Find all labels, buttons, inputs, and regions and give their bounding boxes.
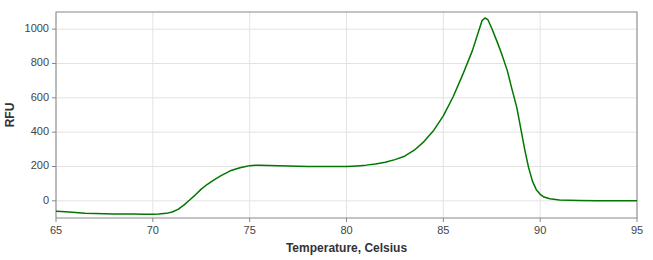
tick-label: 200 bbox=[31, 159, 49, 171]
tick-label: 0 bbox=[43, 194, 49, 206]
grid bbox=[56, 12, 637, 218]
grid-line bbox=[152, 12, 153, 218]
tick-label: 85 bbox=[437, 224, 449, 236]
data bbox=[56, 18, 637, 214]
tick-label: 70 bbox=[147, 224, 159, 236]
tick-label: 75 bbox=[244, 224, 256, 236]
tick-mark bbox=[637, 218, 638, 222]
grid-line bbox=[346, 12, 347, 218]
tick-label: 800 bbox=[31, 56, 49, 68]
grid-line bbox=[540, 12, 541, 218]
plot-frame bbox=[56, 12, 637, 218]
tick-mark bbox=[52, 200, 56, 201]
tick-mark bbox=[152, 218, 153, 222]
tick-mark bbox=[443, 218, 444, 222]
grid-line bbox=[249, 12, 250, 218]
tick-mark bbox=[52, 29, 56, 30]
tick-label: 90 bbox=[534, 224, 546, 236]
tick-mark bbox=[52, 97, 56, 98]
tick-label: 1000 bbox=[25, 22, 49, 34]
tick-label: 65 bbox=[50, 224, 62, 236]
tick-mark bbox=[52, 132, 56, 133]
x-axis-label: Temperature, Celsius bbox=[286, 241, 407, 255]
tick-mark bbox=[56, 218, 57, 222]
chart: 0 200 400 600 800 1000 65 70 75 80 85 90 95 Temperatu… bbox=[0, 0, 653, 260]
melt-curve bbox=[56, 18, 637, 214]
tick-mark bbox=[346, 218, 347, 222]
axes: 0 200 400 600 800 1000 65 70 75 80 85 90 95 bbox=[25, 12, 644, 236]
tick-label: 400 bbox=[31, 125, 49, 137]
y-axis-label: RFU bbox=[3, 103, 17, 128]
tick-mark bbox=[249, 218, 250, 222]
tick-label: 600 bbox=[31, 91, 49, 103]
tick-mark bbox=[52, 166, 56, 167]
tick-mark bbox=[540, 218, 541, 222]
tick-label: 95 bbox=[631, 224, 643, 236]
tick-label: 80 bbox=[340, 224, 352, 236]
tick-mark bbox=[52, 63, 56, 64]
